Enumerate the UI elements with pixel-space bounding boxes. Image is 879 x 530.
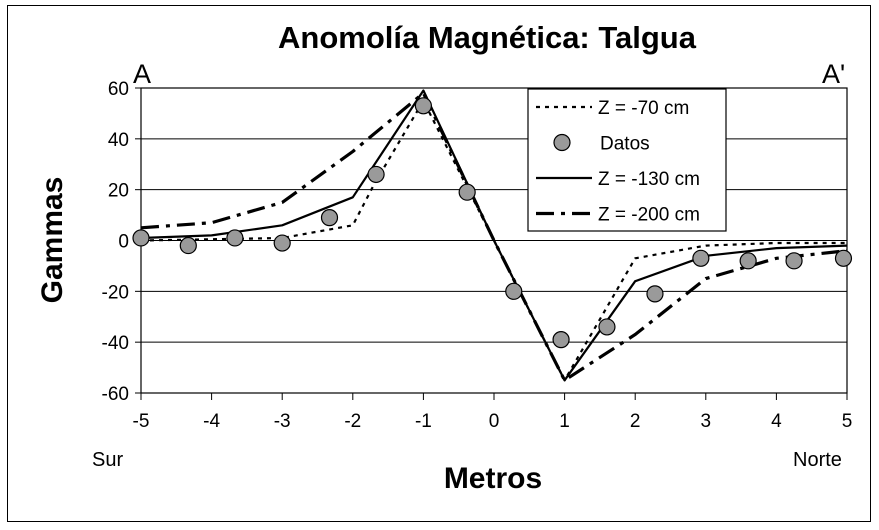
legend: Z = -70 cm Datos Z = -130 cm Z = -200 cm [527,88,727,232]
y-tick-label: -20 [102,282,129,303]
x-tick-label: -1 [415,411,432,432]
x-tick-label: 4 [771,411,782,432]
x-end-label-left: Sur [92,449,123,471]
x-tick-label: 1 [559,411,570,432]
data-point [552,331,570,349]
legend-label: Z = -130 cm [598,169,700,190]
x-end-label-right: Norte [793,449,842,471]
chart-title: Anomolía Magnética: Talgua [278,20,697,55]
legend-label: Z = -70 cm [598,98,689,119]
data-point [458,183,476,201]
data-point [598,318,616,336]
series-line-4 [140,91,848,382]
series-line-1 [140,99,847,382]
legend-marker [553,133,571,152]
legend-box [527,88,727,232]
y-tick-label: -60 [102,384,129,405]
chart-frame [7,5,871,522]
corner-label-right: A' [822,59,845,89]
y-tick-label: 40 [108,130,129,151]
x-tick-label: -3 [274,411,291,432]
series-line-3 [140,89,848,382]
data-point [505,282,523,300]
data-point [179,236,197,255]
data-point [226,229,244,247]
data-point [132,229,150,247]
data-point [367,165,385,184]
data-point [785,252,803,270]
plot-area: -60 -40 -20 0 20 40 60 -5 -4 -3 -2 -1 0 1 2 3 4 5 [102,79,853,432]
y-tick-label: -40 [102,333,129,354]
x-axis-label: Metros [444,462,542,495]
y-axis-label: Gammas [36,177,69,304]
x-tick-label: -5 [133,411,150,432]
data-point [414,97,432,115]
x-tick-label: 0 [489,411,500,432]
legend-label: Z = -200 cm [598,205,700,226]
x-tick-label: 3 [701,411,712,432]
data-point [834,249,853,267]
y-tick-label: 20 [108,181,129,202]
data-point [273,234,291,252]
x-tick-label: 5 [842,411,853,432]
x-tick-label: 2 [630,411,641,432]
y-tick-label: 60 [108,79,129,100]
data-point [320,209,339,227]
data-point [739,252,757,270]
data-point [646,285,664,303]
x-tick-label: -4 [203,411,220,432]
data-point [692,249,710,267]
legend-label: Datos [600,134,650,155]
corner-label-left: A [133,59,151,89]
x-tick-label: -2 [344,411,361,432]
y-tick-label: 0 [118,232,129,253]
